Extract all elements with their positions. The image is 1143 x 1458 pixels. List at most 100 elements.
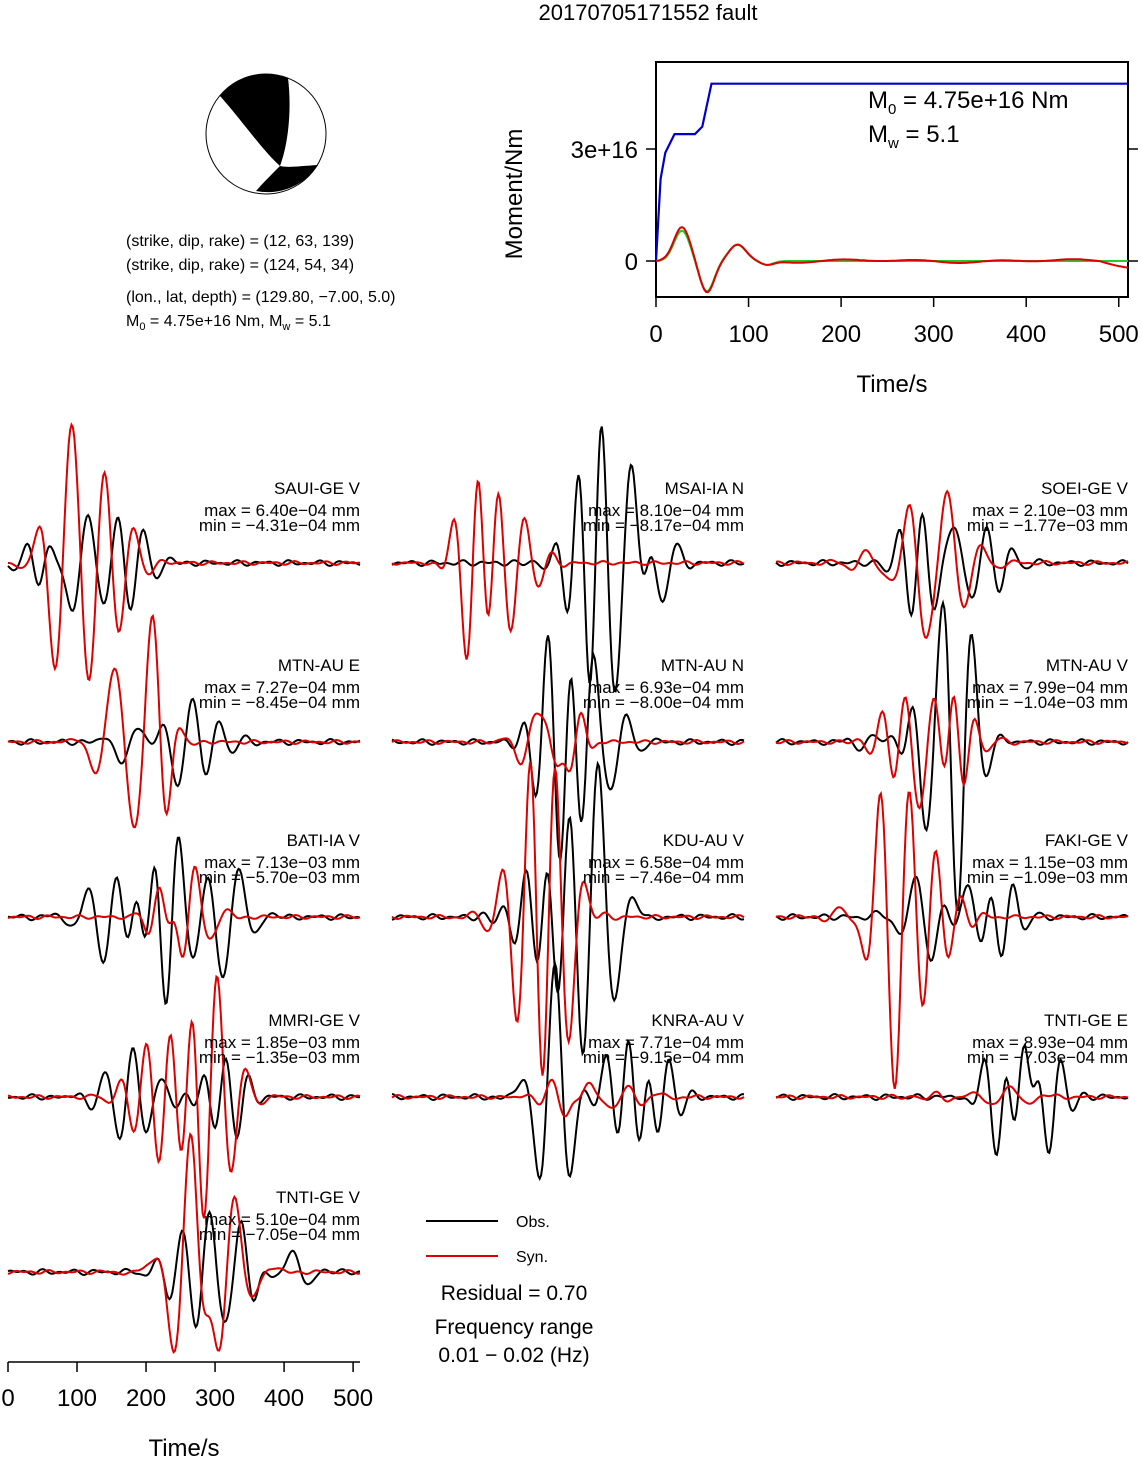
station-min: min = −1.35e−03 mm <box>199 1048 360 1067</box>
wave-xtick-label: 0 <box>1 1385 14 1412</box>
observed-trace <box>391 426 745 693</box>
station-max: max = 1.85e−03 mm <box>204 1033 360 1052</box>
station-max: max = 1.15e−03 mm <box>972 853 1128 872</box>
nodal-plane-1: (strike, dip, rake) = (12, 63, 139) <box>126 233 354 250</box>
station-name: MTN-AU N <box>661 656 744 675</box>
synthetic-trace <box>7 613 361 829</box>
moment-chart-frame <box>655 61 1129 298</box>
moment-text: M0 = 4.75e+16 Nm, Mw = 5.1 <box>126 313 331 333</box>
wave-xtick-label: 200 <box>126 1385 166 1412</box>
moment-rate-red-line <box>655 225 1129 294</box>
frequency-range: 0.01 − 0.02 (Hz) <box>438 1344 589 1367</box>
station-name: TNTI-GE E <box>1044 1011 1128 1030</box>
moment-xtick-label: 400 <box>1006 321 1046 348</box>
synthetic-trace <box>775 790 1129 1090</box>
synthetic-trace <box>7 974 361 1219</box>
synthetic-trace <box>775 695 1129 810</box>
legend-syn-label: Syn. <box>516 1249 548 1266</box>
station-max: max = 6.40e−04 mm <box>204 501 360 520</box>
moment-ylabel: Moment/Nm <box>501 129 528 260</box>
station-min: min = −7.46e−04 mm <box>583 868 744 887</box>
station-max: max = 8.93e−04 mm <box>972 1033 1128 1052</box>
moment-annotation-m0: M0 = 4.75e+16 Nm <box>868 87 1068 118</box>
station-min: min = −5.70e−03 mm <box>199 868 360 887</box>
synthetic-trace <box>391 711 745 773</box>
wave-xtick-label: 100 <box>57 1385 97 1412</box>
station-max: max = 6.93e−04 mm <box>588 678 744 697</box>
moment-xtick-label: 0 <box>649 321 662 348</box>
station-name: SAUI-GE V <box>274 479 361 498</box>
station-max: max = 7.71e−04 mm <box>588 1033 744 1052</box>
synthetic-trace <box>391 1078 745 1118</box>
hypocenter-text: (lon., lat, depth) = (129.80, −7.00, 5.0… <box>126 289 396 306</box>
station-min: min = −7.05e−04 mm <box>199 1225 360 1244</box>
cumulative-moment-line <box>654 82 1128 262</box>
residual-text: Residual = 0.70 <box>441 1282 588 1305</box>
observed-trace <box>391 959 745 1181</box>
moment-xtick-label: 100 <box>729 321 769 348</box>
station-min: min = −1.09e−03 mm <box>967 868 1128 887</box>
station-min: min = −9.15e−04 mm <box>583 1048 744 1067</box>
station-name: BATI-IA V <box>287 831 361 850</box>
synthetic-trace <box>7 865 361 958</box>
moment-ytick-label: 3e+16 <box>571 137 638 164</box>
legend-obs-label: Obs. <box>516 1214 550 1231</box>
synthetic-trace <box>391 761 745 1076</box>
legend: Obs. Syn. <box>426 1214 550 1266</box>
station-min: min = −1.04e−03 mm <box>967 693 1128 712</box>
moment-xtick-label: 200 <box>821 321 861 348</box>
station-name: MTN-AU E <box>278 656 360 675</box>
moment-ytick-label: 0 <box>625 249 638 276</box>
synthetic-trace <box>775 1085 1129 1106</box>
beachball <box>205 73 327 195</box>
wave-xtick-label: 500 <box>333 1385 373 1412</box>
station-max: max = 7.99e−04 mm <box>972 678 1128 697</box>
wave-xtick-label: 300 <box>195 1385 235 1412</box>
station-name: MMRI-GE V <box>268 1011 360 1030</box>
moment-xlabel: Time/s <box>856 371 927 398</box>
station-min: min = −1.77e−03 mm <box>967 516 1128 535</box>
wave-xlabel: Time/s <box>148 1435 219 1458</box>
frequency-label: Frequency range <box>435 1316 594 1339</box>
station-min: min = −4.31e−04 mm <box>199 516 360 535</box>
station-max: max = 7.13e−03 mm <box>204 853 360 872</box>
station-max: max = 5.10e−04 mm <box>204 1210 360 1229</box>
moment-xtick-label: 300 <box>914 321 954 348</box>
observed-trace <box>775 1043 1129 1157</box>
station-min: min = −8.45e−04 mm <box>199 693 360 712</box>
synthetic-trace <box>391 479 745 660</box>
station-name: SOEI-GE V <box>1041 479 1129 498</box>
synthetic-trace <box>7 1132 361 1354</box>
station-name: MSAI-IA N <box>665 479 744 498</box>
station-name: FAKI-GE V <box>1045 831 1129 850</box>
station-max: max = 2.10e−03 mm <box>972 501 1128 520</box>
station-name: TNTI-GE V <box>276 1188 361 1207</box>
station-max: max = 8.10e−04 mm <box>588 501 744 520</box>
observed-trace <box>775 511 1129 618</box>
station-max: max = 7.27e−04 mm <box>204 678 360 697</box>
focal-text: (strike, dip, rake) = (12, 63, 139) (str… <box>126 233 396 333</box>
figure-title: 20170705171552 fault <box>539 0 758 25</box>
wave-xtick-label: 400 <box>264 1385 304 1412</box>
station-name: MTN-AU V <box>1046 656 1129 675</box>
station-name: KNRA-AU V <box>651 1011 744 1030</box>
moment-xtick-label: 500 <box>1099 321 1139 348</box>
nodal-plane-2: (strike, dip, rake) = (124, 54, 34) <box>126 257 354 274</box>
observed-trace <box>7 836 361 1006</box>
station-max: max = 6.58e−04 mm <box>588 853 744 872</box>
